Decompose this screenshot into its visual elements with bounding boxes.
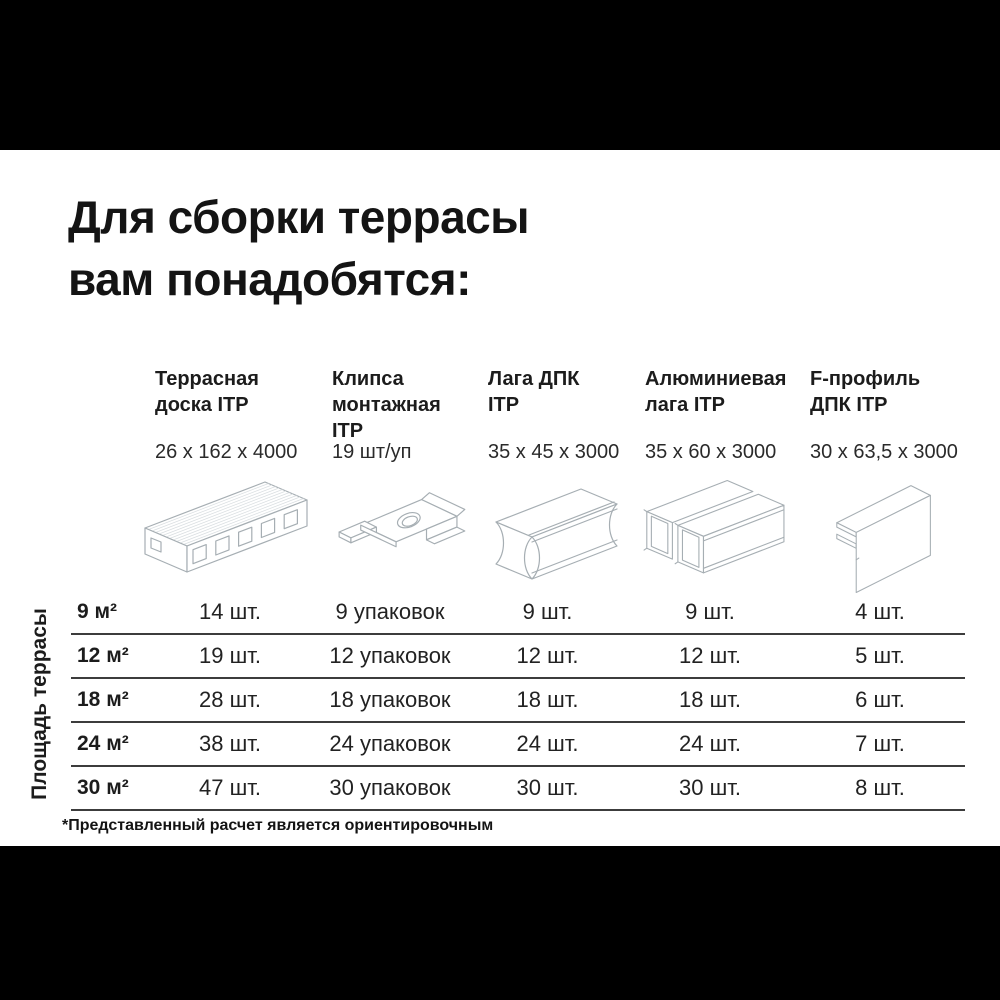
page-title-line2: вам понадобятся: bbox=[68, 253, 471, 305]
footnote: *Представленный расчет является ориентир… bbox=[62, 817, 494, 834]
quantity-cell: 12 шт. bbox=[516, 643, 579, 668]
area-cell: 12 м² bbox=[77, 644, 129, 667]
product-name-terrace-board: Террасная доска ITP bbox=[155, 368, 259, 416]
product-dimensions-aluminum-joist: 35 x 60 x 3000 bbox=[645, 441, 777, 463]
area-cell: 24 м² bbox=[77, 732, 129, 755]
letterbox-bottom bbox=[0, 846, 1000, 1000]
table-row: 24 м² 38 шт. 24 упаковок 24 шт. 24 шт. 7… bbox=[71, 723, 965, 767]
quantity-cell: 7 шт. bbox=[855, 731, 905, 756]
area-cell: 18 м² bbox=[77, 688, 129, 711]
quantity-cell: 12 упаковок bbox=[329, 643, 451, 668]
quantity-cell: 12 шт. bbox=[679, 643, 741, 668]
quantity-cell: 6 шт. bbox=[855, 687, 905, 712]
quantity-cell: 8 шт. bbox=[855, 775, 905, 800]
product-dimensions-f-profile: 30 x 63,5 x 3000 bbox=[810, 441, 958, 463]
quantity-cell: 19 шт. bbox=[199, 643, 261, 668]
quantity-cell: 24 упаковок bbox=[329, 731, 451, 756]
terrace-board-icon bbox=[135, 468, 315, 593]
quantity-cell: 28 шт. bbox=[199, 687, 261, 712]
f-profile-icon bbox=[818, 468, 958, 596]
quantity-cell: 30 шт. bbox=[679, 775, 741, 800]
quantity-cell: 9 шт. bbox=[522, 599, 573, 624]
quantity-cell: 14 шт. bbox=[199, 599, 261, 624]
product-name-f-profile: F-профиль ДПК ITP bbox=[810, 368, 921, 416]
quantity-cell: 5 шт. bbox=[855, 643, 905, 668]
aluminum-joist-icon bbox=[634, 466, 794, 592]
quantity-cell: 9 шт. bbox=[685, 599, 735, 624]
product-name-aluminum-joist: Алюминиевая лага ITP bbox=[645, 368, 787, 416]
product-dimensions-terrace-board: 26 x 162 x 4000 bbox=[155, 441, 298, 463]
quantity-cell: 24 шт. bbox=[679, 731, 741, 756]
table-row: 9 м² 14 шт. 9 упаковок 9 шт. 9 шт. 4 шт. bbox=[71, 591, 965, 635]
page-title: Для сборки террасы вам понадобятся: bbox=[68, 186, 530, 310]
product-name-mounting-clip: Клипса монтажная ITP bbox=[332, 368, 441, 442]
quantity-cell: 24 шт. bbox=[516, 731, 579, 756]
quantity-cell: 30 шт. bbox=[516, 775, 579, 800]
wpc-joist-icon bbox=[482, 472, 622, 592]
quantity-cell: 9 упаковок bbox=[335, 599, 445, 624]
quantity-cell: 18 шт. bbox=[516, 687, 579, 712]
table-row: 30 м² 47 шт. 30 упаковок 30 шт. 30 шт. 8… bbox=[71, 767, 965, 811]
area-cell: 30 м² bbox=[77, 776, 129, 799]
letterbox-top bbox=[0, 0, 1000, 150]
quantity-cell: 18 шт. bbox=[679, 687, 741, 712]
quantity-cell: 38 шт. bbox=[199, 731, 261, 756]
product-dimensions-mounting-clip: 19 шт/уп bbox=[332, 441, 412, 463]
quantity-cell: 30 упаковок bbox=[329, 775, 451, 800]
area-cell: 9 м² bbox=[77, 600, 118, 623]
product-name-wpc-joist: Лага ДПК ITP bbox=[488, 368, 580, 416]
quantity-cell: 47 шт. bbox=[199, 775, 261, 800]
materials-table: 9 м² 14 шт. 9 упаковок 9 шт. 9 шт. 4 шт.… bbox=[71, 591, 965, 811]
quantity-cell: 4 шт. bbox=[855, 599, 905, 624]
table-row: 12 м² 19 шт. 12 упаковок 12 шт. 12 шт. 5… bbox=[71, 635, 965, 679]
page-title-line1: Для сборки террасы bbox=[68, 191, 530, 243]
product-dimensions-wpc-joist: 35 x 45 x 3000 bbox=[488, 441, 620, 463]
quantity-cell: 18 упаковок bbox=[329, 687, 451, 712]
mounting-clip-icon bbox=[330, 478, 470, 586]
table-row: 18 м² 28 шт. 18 упаковок 18 шт. 18 шт. 6… bbox=[71, 679, 965, 723]
row-axis-label: Площадь террасы bbox=[28, 608, 51, 800]
